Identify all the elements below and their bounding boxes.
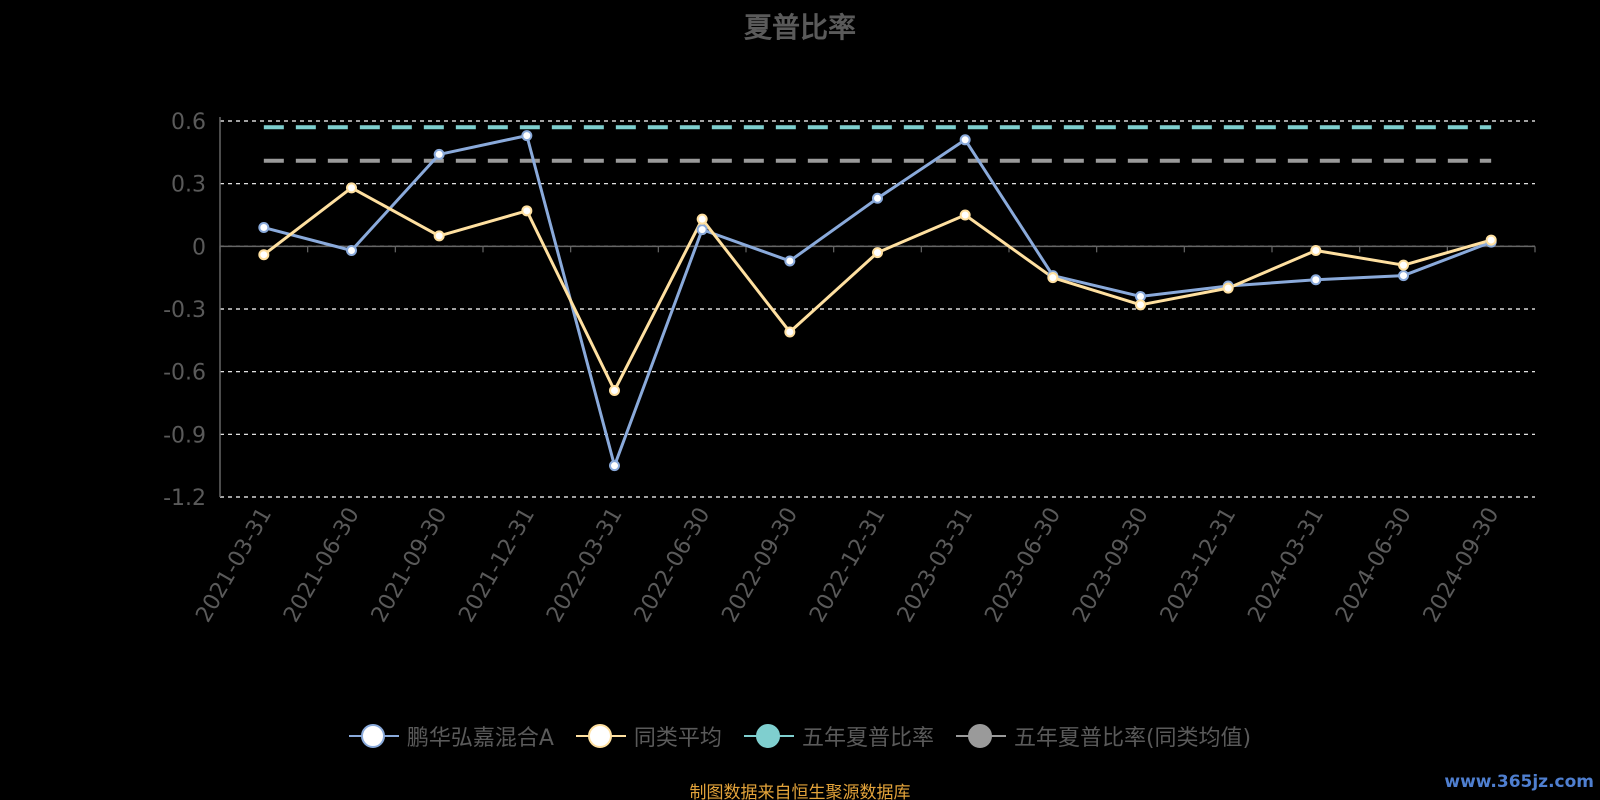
series-0-point [872,192,883,204]
legend-swatch-five-year-sharpe-category-icon [955,723,1006,749]
series-0-point [959,134,971,146]
series-1-point [784,326,796,338]
series-1-point [1485,234,1497,246]
y-tick-label: -1.2 [163,486,206,511]
chart-title: 夏普比率 [743,11,856,44]
x-tick-label: 2022-09-30 [717,504,803,627]
site-watermark: www.365jz.com [1444,772,1594,792]
series-1-point [521,205,533,217]
series-1-point [1398,259,1409,271]
y-tick-label: 0 [192,235,206,260]
series-1-point [1310,245,1322,257]
y-tick-label: -0.3 [163,298,206,323]
x-tick-label: 2024-06-30 [1331,504,1417,627]
series-1-point [872,247,883,259]
legend-label-five-year-sharpe: 五年夏普比率 [801,726,934,751]
series-0-point [784,255,796,267]
legend-item-five-year-sharpe[interactable]: 五年夏普比率 [743,720,934,752]
series-1-point [609,384,620,396]
legend-item-category-average[interactable]: 同类平均 [575,720,722,752]
y-tick-label: -0.9 [163,423,206,448]
legend-item-five-year-sharpe-category[interactable]: 五年夏普比率(同类均值) [955,720,1252,752]
series-1-point [346,182,357,194]
series-1-point [1135,299,1146,311]
y-tick-label: -0.6 [163,361,206,386]
x-tick-label: 2021-03-31 [191,504,277,627]
x-tick-label: 2023-09-30 [1068,504,1154,627]
x-tick-label: 2022-03-31 [542,504,628,627]
legend-label-five-year-sharpe-category: 五年夏普比率(同类均值) [1013,726,1252,751]
series-1-point [433,230,445,242]
series-0-point [433,148,445,160]
series-0-point [521,130,533,142]
x-tick-label: 2023-03-31 [893,504,979,627]
legend-swatch-category-average-icon [575,723,626,749]
series-0-point [346,245,357,257]
data-source-note: 制图数据来自恒生聚源数据库 [689,783,911,800]
x-tick-label: 2023-06-30 [980,504,1066,627]
series-1-point [959,209,971,221]
x-tick-label: 2023-12-31 [1156,504,1242,627]
series-0-point [1398,270,1409,282]
y-tick-label: 0.6 [171,110,206,135]
x-tick-label: 2024-09-30 [1419,504,1505,627]
chart-legend: 鹏华弘嘉混合A 同类平均 五年夏普比率 五年夏普比率(同类均值) [0,720,1600,752]
x-tick-label: 2021-09-30 [367,503,453,626]
x-tick-label: 2021-06-30 [279,504,365,627]
series-1-point [696,213,708,225]
legend-swatch-five-year-sharpe-icon [743,723,794,749]
series-0-point [1310,274,1322,286]
series-line-0 [263,134,1492,468]
x-tick-label: 2021-12-31 [454,504,540,627]
series-0-point [696,224,708,236]
y-tick-label: 0.3 [171,173,206,198]
x-tick-label: 2022-12-31 [805,504,891,627]
legend-label-category-average: 同类平均 [633,726,722,751]
legend-label-fund: 鹏华弘嘉混合A [406,726,554,751]
series-1-point [258,249,270,261]
x-tick-label: 2022-06-30 [630,504,716,627]
legend-item-fund[interactable]: 鹏华弘嘉混合A [348,720,554,752]
series-1-point [1047,272,1059,284]
series-line-1 [262,186,1492,392]
legend-swatch-fund-icon [348,723,399,749]
series-0-point [609,460,620,472]
series-0-point [258,222,270,234]
x-tick-label: 2024-03-31 [1243,504,1329,627]
series-1-point [1222,282,1234,294]
